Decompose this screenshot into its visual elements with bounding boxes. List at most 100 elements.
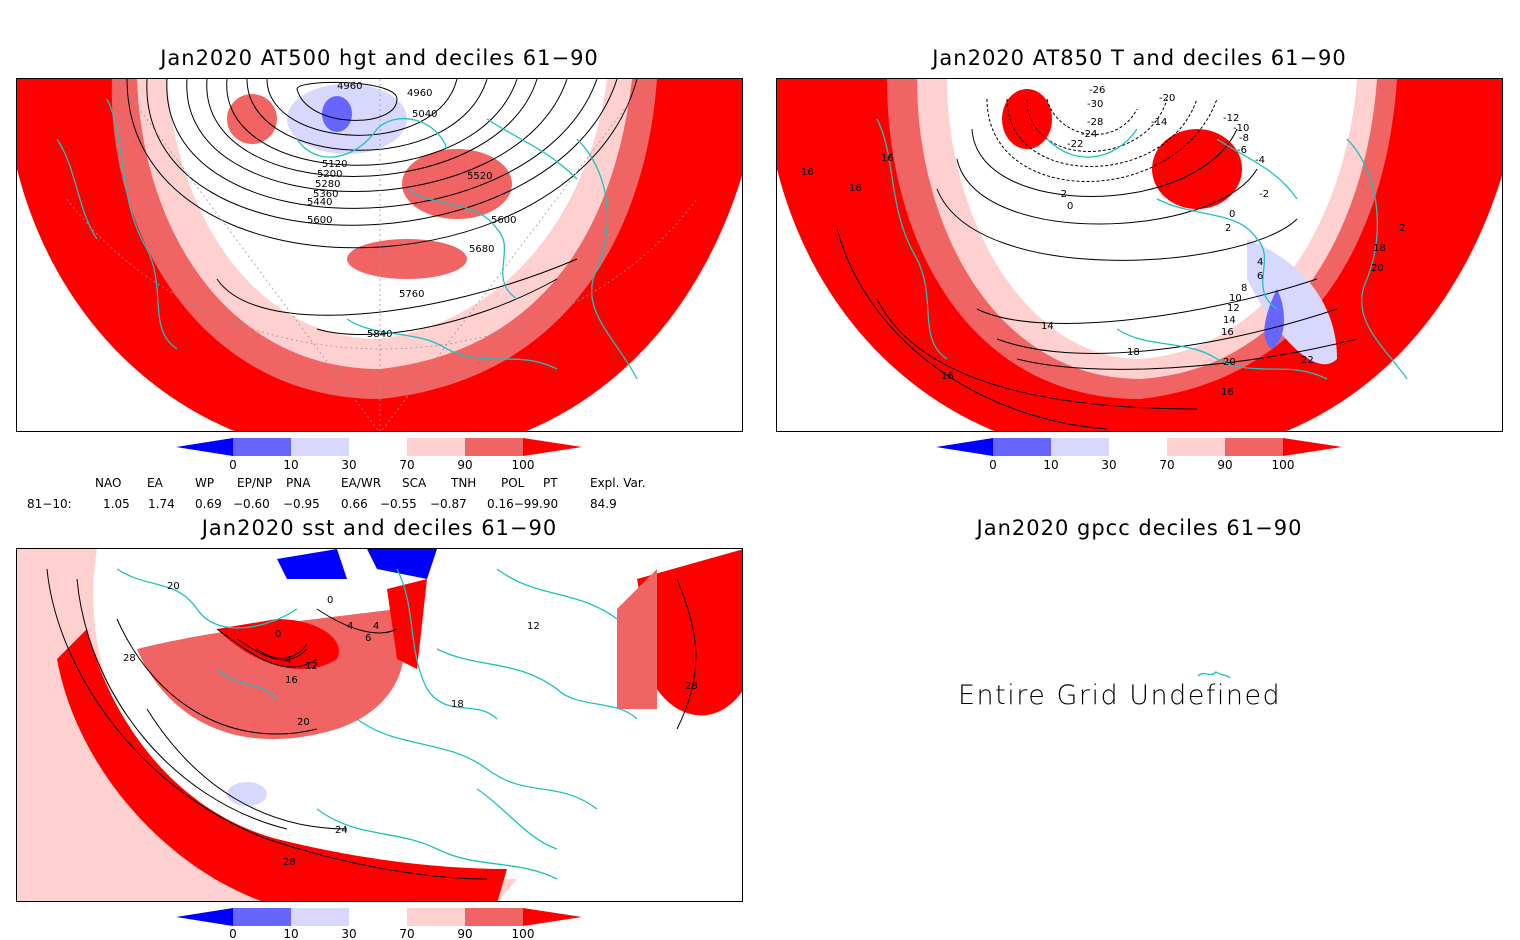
svg-text:90: 90: [457, 927, 472, 940]
svg-text:-28: -28: [1087, 117, 1103, 128]
colorbar-seg-0: [176, 438, 233, 456]
svg-text:100: 100: [512, 927, 535, 940]
decile-blue-arctic: [277, 549, 347, 579]
svg-text:-24: -24: [1081, 129, 1097, 140]
colorbar-seg-2: [1051, 438, 1109, 456]
map-panel-at850: -26 -30 -28 -24 -22 -20 -14 -12 -10 -8 -…: [776, 78, 1503, 432]
svg-text:0: 0: [1067, 201, 1073, 212]
svg-text:2: 2: [1225, 223, 1231, 234]
svg-text:70: 70: [399, 458, 414, 472]
svg-text:90: 90: [1217, 458, 1232, 472]
index-value-eawr: 0.66: [341, 497, 368, 511]
svg-text:16: 16: [881, 153, 894, 164]
colorbar-seg-5: [465, 438, 523, 456]
decile-blue-arctic2: [367, 549, 437, 579]
index-value-epnp: −0.60: [233, 497, 270, 511]
svg-text:5040: 5040: [412, 109, 437, 120]
colorbar-seg-2: [291, 438, 349, 456]
svg-text:10: 10: [1229, 293, 1242, 304]
colorbar-seg-0: [176, 908, 233, 926]
coastlines: [56, 98, 638, 380]
colorbar-seg-4: [407, 438, 465, 456]
svg-text:20: 20: [167, 581, 180, 592]
decile-red-greenland: [1002, 89, 1052, 149]
svg-text:30: 30: [1101, 458, 1116, 472]
svg-text:16: 16: [1221, 327, 1234, 338]
svg-text:5600: 5600: [307, 215, 332, 226]
svg-text:0: 0: [327, 595, 333, 606]
svg-text:70: 70: [399, 927, 414, 940]
svg-text:4: 4: [347, 621, 353, 632]
map-panel-at500: 4960 4960 5040 5120 5200 5280 5360 5440 …: [16, 78, 743, 432]
svg-text:5760: 5760: [399, 289, 424, 300]
svg-text:16: 16: [285, 675, 298, 686]
decile-field-high: [57, 629, 507, 901]
panel-title-at850: Jan2020 AT850 T and deciles 61−90: [932, 46, 1347, 70]
colorbar-seg-4: [407, 908, 465, 926]
colorbar-1: 0 10 30 70 90 100: [176, 438, 588, 474]
svg-text:20: 20: [1223, 357, 1236, 368]
svg-text:10: 10: [1043, 458, 1058, 472]
colorbar-3-svg: 0 10 30 70 90 100: [176, 908, 582, 940]
index-value-wp: 0.69: [195, 497, 222, 511]
svg-text:10: 10: [283, 458, 298, 472]
index-header-nao: NAO: [95, 476, 122, 490]
colorbar-seg-4: [1167, 438, 1225, 456]
decile-red-norway: [387, 579, 427, 669]
colorbar-seg-0: [936, 438, 993, 456]
svg-text:18: 18: [849, 183, 862, 194]
colorbar-1-svg: 0 10 30 70 90 100: [176, 438, 582, 472]
decile-field-mid: [137, 609, 405, 740]
svg-text:100: 100: [512, 458, 535, 472]
colorbar-ticks: 0 10 30 70 90 100: [229, 458, 534, 472]
svg-text:16: 16: [941, 371, 954, 382]
coastlines: [876, 118, 1408, 380]
decile-blue-light: [1247, 239, 1337, 365]
svg-text:8: 8: [1241, 283, 1247, 294]
colorbar-seg-6: [523, 908, 582, 926]
svg-text:30: 30: [341, 927, 356, 940]
svg-text:28: 28: [123, 653, 136, 664]
svg-text:28: 28: [685, 681, 698, 692]
decile-blue-light: [227, 782, 267, 806]
colorbar-seg-1: [233, 908, 291, 926]
index-header-tnh: TNH: [451, 476, 477, 490]
colorbar-ticks: 0 10 30 70 90 100: [229, 927, 534, 940]
decile-red-pacific-mid: [617, 569, 657, 709]
svg-text:5360: 5360: [313, 189, 338, 200]
colorbar-seg-6: [523, 438, 582, 456]
svg-text:4: 4: [285, 655, 291, 666]
colorbar-2-svg: 0 10 30 70 90 100: [936, 438, 1342, 472]
map-sst-svg: 20 28 0 0 4 4 6 4 12 16 20 24 28 28 18 1…: [17, 549, 742, 901]
svg-text:90: 90: [457, 458, 472, 472]
index-header-explvar: Expl. Var.: [590, 476, 646, 490]
contour-labels: 4960 4960 5040 5120 5200 5280 5360 5440 …: [307, 81, 516, 340]
map-panel-sst: 20 28 0 0 4 4 6 4 12 16 20 24 28 28 18 1…: [16, 548, 743, 902]
index-header-pt: PT: [543, 476, 558, 490]
svg-text:16: 16: [1221, 387, 1234, 398]
svg-text:20: 20: [297, 717, 310, 728]
svg-text:5520: 5520: [467, 171, 492, 182]
svg-text:5840: 5840: [367, 329, 392, 340]
index-header-pna: PNA: [286, 476, 311, 490]
colorbar-seg-3: [1109, 438, 1167, 456]
index-value-ea: 1.74: [148, 497, 175, 511]
coastlines: [116, 568, 638, 880]
svg-text:0: 0: [229, 458, 237, 472]
decile-field-normal: [167, 79, 607, 339]
gpcc-map-fragment: [1197, 671, 1231, 679]
svg-text:-8: -8: [1239, 133, 1249, 144]
index-header-eawr: EA/WR: [341, 476, 382, 490]
colorbar-seg-1: [233, 438, 291, 456]
colorbar-seg-3: [349, 908, 407, 926]
svg-text:22: 22: [1301, 355, 1314, 366]
index-header-wp: WP: [195, 476, 215, 490]
svg-text:5120: 5120: [322, 159, 347, 170]
svg-text:24: 24: [335, 825, 348, 836]
index-table: NAO EA WP EP/NP PNA EA/WR SCA TNH POL PT…: [0, 476, 760, 516]
colorbar-seg-2: [291, 908, 349, 926]
panel-title-sst: Jan2020 sst and deciles 61−90: [201, 516, 558, 540]
index-header-epnp: EP/NP: [237, 476, 273, 490]
colorbar-seg-1: [993, 438, 1051, 456]
svg-text:-14: -14: [1151, 117, 1167, 128]
